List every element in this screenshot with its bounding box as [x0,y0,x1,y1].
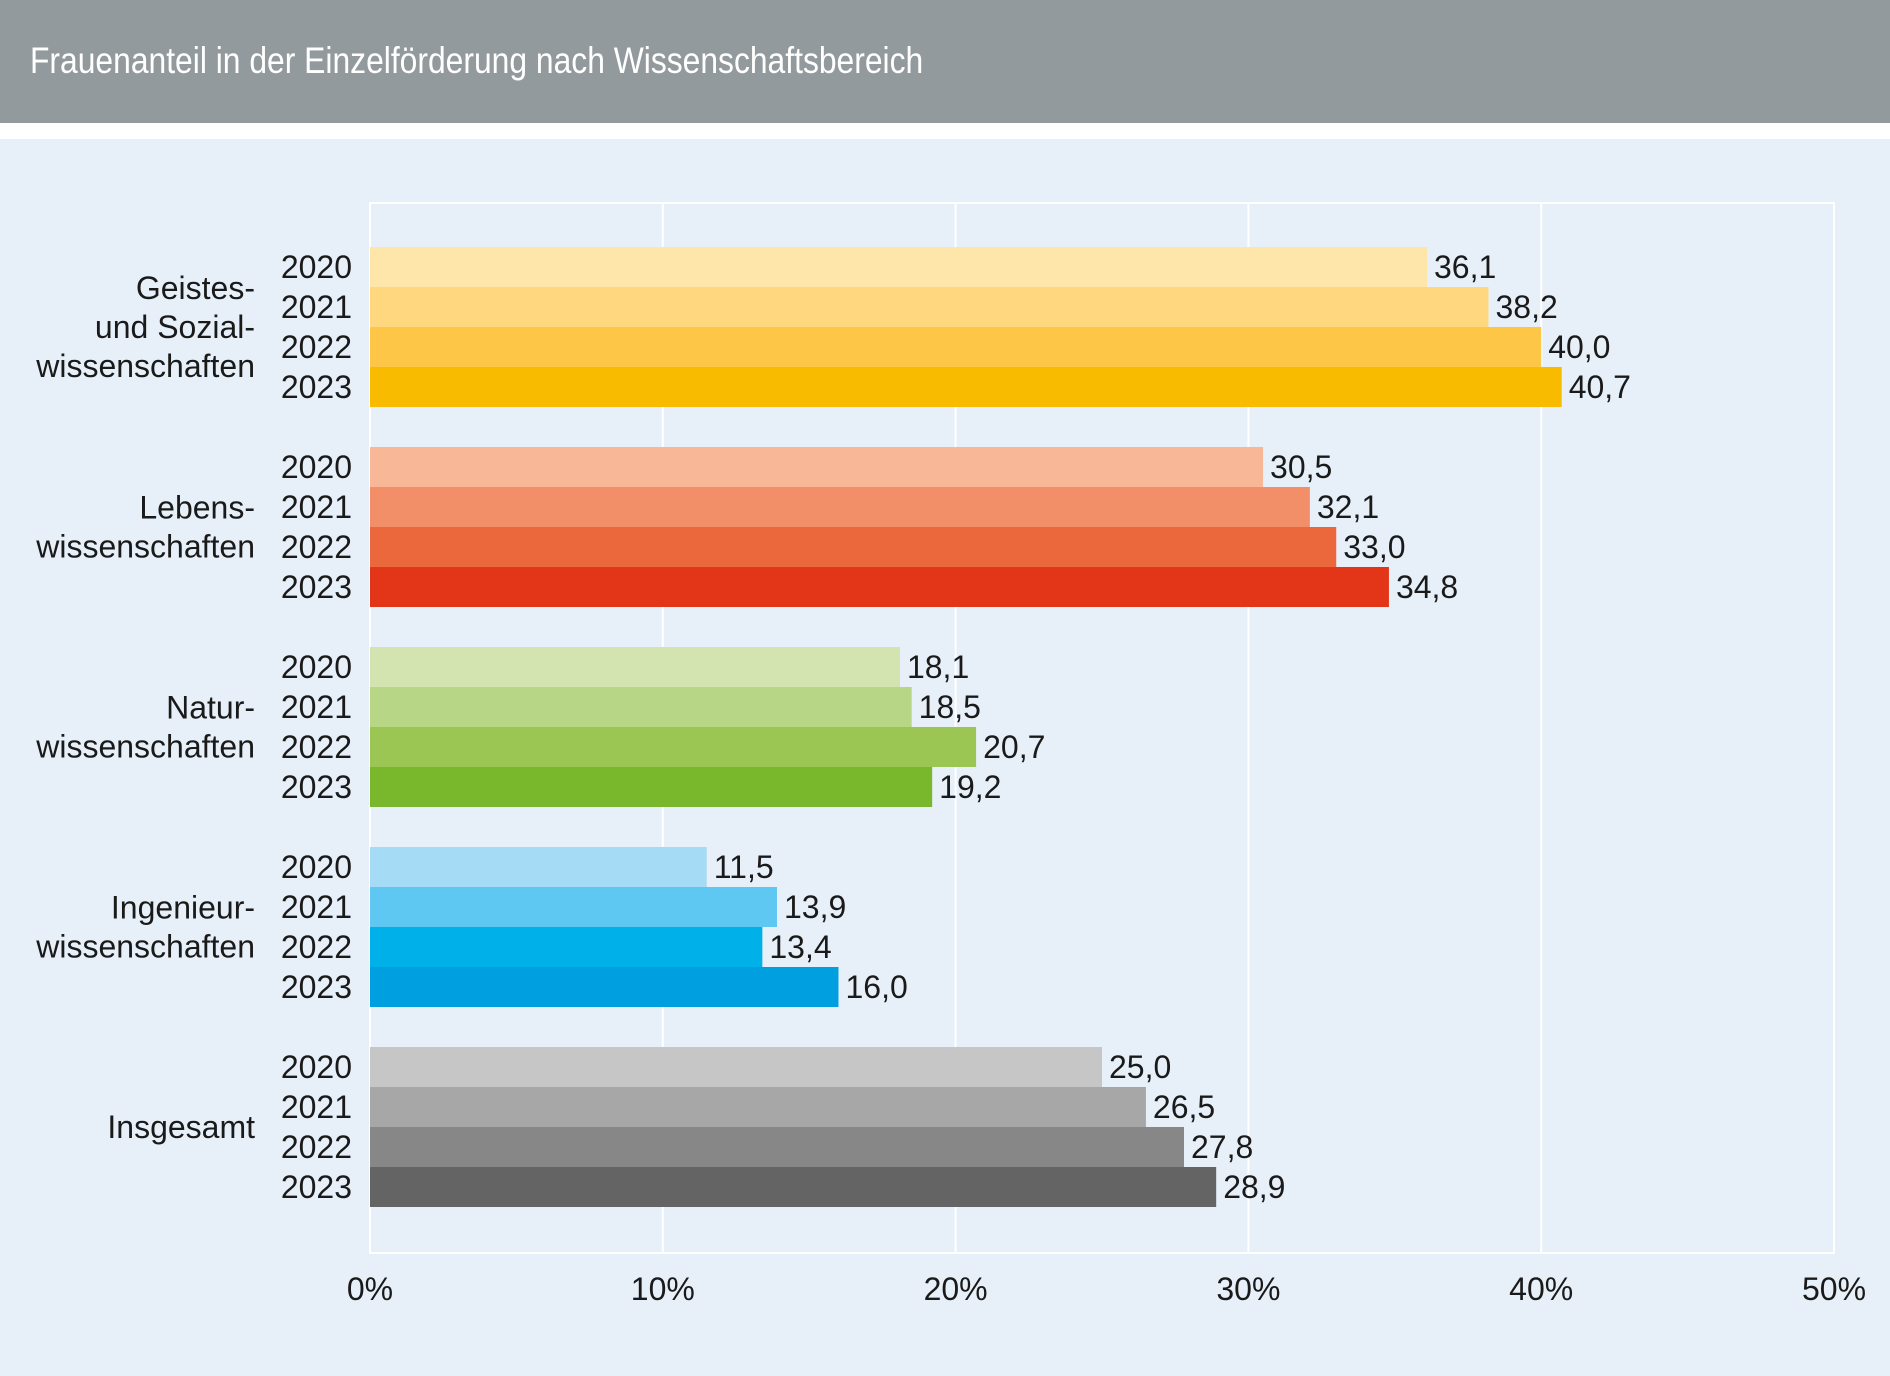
year-label: 2023 [281,769,352,805]
bar [370,1047,1102,1087]
x-tick-label: 40% [1509,1271,1573,1307]
year-label: 2020 [281,849,352,885]
year-label: 2020 [281,1049,352,1085]
chart-title: Frauenanteil in der Einzelförderung nach… [30,40,924,81]
year-label: 2021 [281,889,352,925]
year-label: 2021 [281,689,352,725]
data-label: 33,0 [1343,529,1405,565]
category-label: wissenschaften [35,529,255,565]
year-label: 2021 [281,489,352,525]
year-label: 2022 [281,329,352,365]
x-tick-label: 50% [1802,1271,1866,1307]
category-label: und Sozial- [95,309,255,345]
data-label: 20,7 [983,729,1045,765]
category-label: Ingenieur- [111,890,255,926]
data-label: 27,8 [1191,1129,1253,1165]
bar [370,1087,1146,1127]
bar [370,527,1337,567]
data-label: 11,5 [714,849,774,885]
year-label: 2023 [281,969,352,1005]
category-label: Insgesamt [107,1109,255,1145]
bar [370,887,777,927]
data-label: 25,0 [1109,1049,1171,1085]
year-label: 2020 [281,249,352,285]
x-tick-label: 10% [631,1271,695,1307]
data-label: 30,5 [1270,449,1332,485]
data-label: 40,0 [1548,329,1610,365]
data-label: 36,1 [1434,249,1496,285]
year-label: 2022 [281,529,352,565]
category-label: Geistes- [136,270,255,306]
chart-area: 0% 10% 20% 30% 40% 50% 2020 36,1 2021 38,2 2022 40,… [0,139,1890,1376]
data-label: 34,8 [1396,569,1458,605]
data-label: 19,2 [939,769,1001,805]
bar [370,447,1264,487]
bar [370,967,839,1007]
bar [370,487,1310,527]
chart-header: Frauenanteil in der Einzelförderung nach… [0,0,1890,123]
year-label: 2022 [281,1129,352,1165]
bar [370,1127,1184,1167]
category-label: Natur- [166,690,255,726]
x-tick-label: 0% [347,1271,393,1307]
bar [370,367,1562,407]
data-label: 38,2 [1495,289,1557,325]
bar [370,687,912,727]
category-label: wissenschaften [35,729,255,765]
data-label: 13,4 [769,929,831,965]
bar [370,927,763,967]
category-label: wissenschaften [35,929,255,965]
year-label: 2020 [281,449,352,485]
x-tick-label: 20% [924,1271,988,1307]
data-label: 16,0 [845,969,907,1005]
year-label: 2021 [281,289,352,325]
bar [370,247,1428,287]
bar [370,727,977,767]
data-label: 32,1 [1317,489,1379,525]
bar [370,847,707,887]
bar [370,287,1489,327]
bar [370,1167,1217,1207]
category-label: wissenschaften [35,348,255,384]
bar [370,767,933,807]
data-label: 18,5 [919,689,981,725]
data-label: 28,9 [1223,1169,1285,1205]
data-label: 13,9 [784,889,846,925]
year-label: 2021 [281,1089,352,1125]
bar-chart: 0% 10% 20% 30% 40% 50% 2020 36,1 2021 38,2 2022 40,… [35,202,1866,1307]
year-label: 2020 [281,649,352,685]
header-divider [0,123,1890,139]
bar [370,567,1389,607]
year-label: 2022 [281,929,352,965]
category-label: Lebens- [139,490,255,526]
year-label: 2023 [281,569,352,605]
data-label: 18,1 [907,649,969,685]
bar [370,327,1542,367]
year-label: 2023 [281,369,352,405]
year-label: 2023 [281,1169,352,1205]
year-label: 2022 [281,729,352,765]
x-tick-label: 30% [1216,1271,1280,1307]
data-label: 26,5 [1153,1089,1215,1125]
bar [370,647,900,687]
data-label: 40,7 [1569,369,1631,405]
